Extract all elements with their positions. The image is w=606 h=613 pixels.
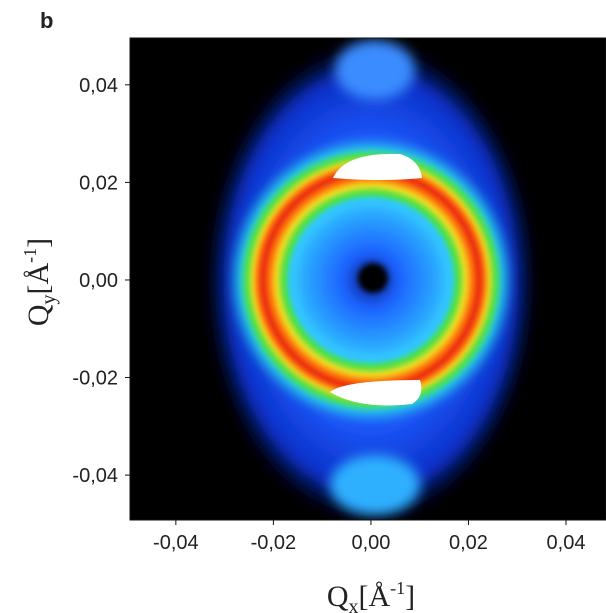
y-tick-label: -0,04 [72,465,118,487]
y-axis-label: Qy[Å-1] [20,238,60,326]
scattering-image [130,38,606,520]
y-tick-label: 0,00 [79,270,118,292]
y-tick-label: 0,04 [79,75,118,97]
x-tick-label: -0,04 [153,532,199,554]
saturated-bottom [330,380,422,406]
y-tick-label: 0,02 [79,172,118,194]
beam-stop [358,263,388,293]
x-tick-label: 0,02 [449,532,488,554]
x-tick-label: 0,04 [547,532,586,554]
plot-frame [129,37,606,521]
y-tick-label: -0,02 [72,368,118,390]
saturated-top [333,153,422,180]
x-axis-label: Qx[Å-1] [327,578,415,613]
panel-label: b [40,8,53,33]
x-tick-label: -0,02 [251,532,297,554]
x-tick-label: 0,00 [351,532,390,554]
top-lobe [335,40,415,100]
bottom-lobe [330,455,420,515]
